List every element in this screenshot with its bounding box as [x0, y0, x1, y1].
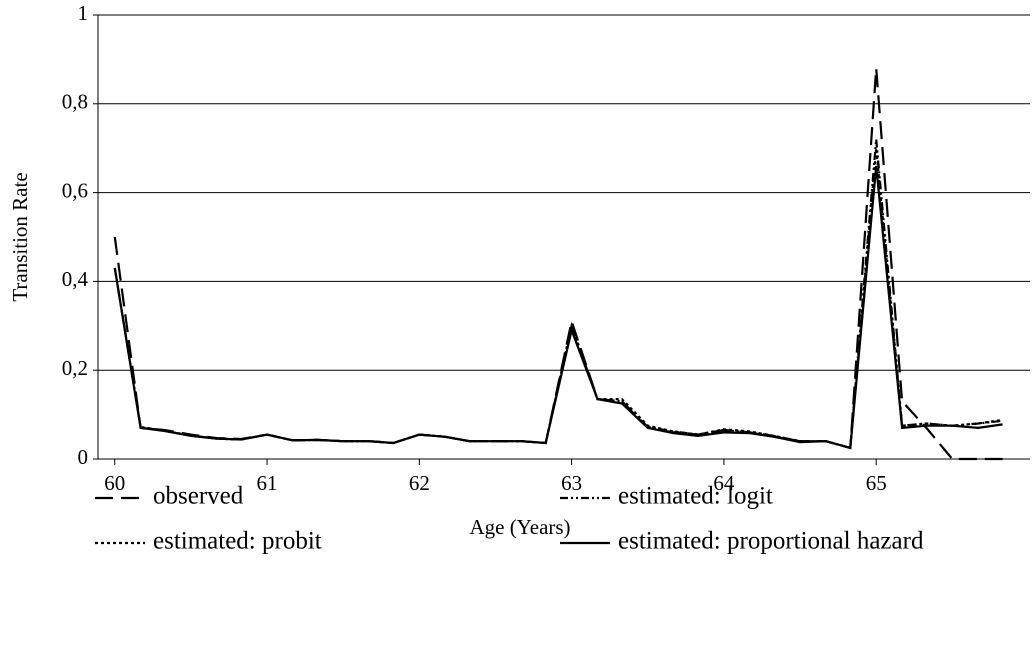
- legend-label: estimated: logit: [618, 483, 773, 510]
- series-line: [113, 139, 1003, 450]
- y-tick-label: 0,4: [62, 267, 89, 291]
- legend-label: observed: [153, 483, 244, 510]
- y-tick-label: 0,6: [62, 178, 88, 202]
- y-tick-label: 0: [78, 445, 89, 469]
- x-tick-label: 65: [866, 471, 887, 495]
- x-tick-label: 62: [409, 471, 430, 495]
- series-line: [113, 165, 1003, 450]
- legend: observed estimated: probit estimated: logi…: [95, 483, 924, 555]
- y-axis-label: Transition Rate: [8, 172, 32, 301]
- y-tick-label: 0,8: [62, 90, 88, 114]
- x-tick-label: 64: [713, 471, 735, 495]
- x-tick-label: 63: [561, 471, 582, 495]
- x-tick-label: 60: [104, 471, 125, 495]
- series-line: [113, 148, 1003, 450]
- x-axis-label: Age (Years): [469, 515, 570, 539]
- y-tick-label: 1: [78, 1, 89, 25]
- x-tick-label: 61: [257, 471, 278, 495]
- legend-label: estimated: proportional hazard: [618, 528, 924, 555]
- y-tick-label: 0,2: [62, 356, 88, 380]
- legend-label: estimated: probit: [153, 528, 322, 555]
- series-line: [113, 68, 1003, 461]
